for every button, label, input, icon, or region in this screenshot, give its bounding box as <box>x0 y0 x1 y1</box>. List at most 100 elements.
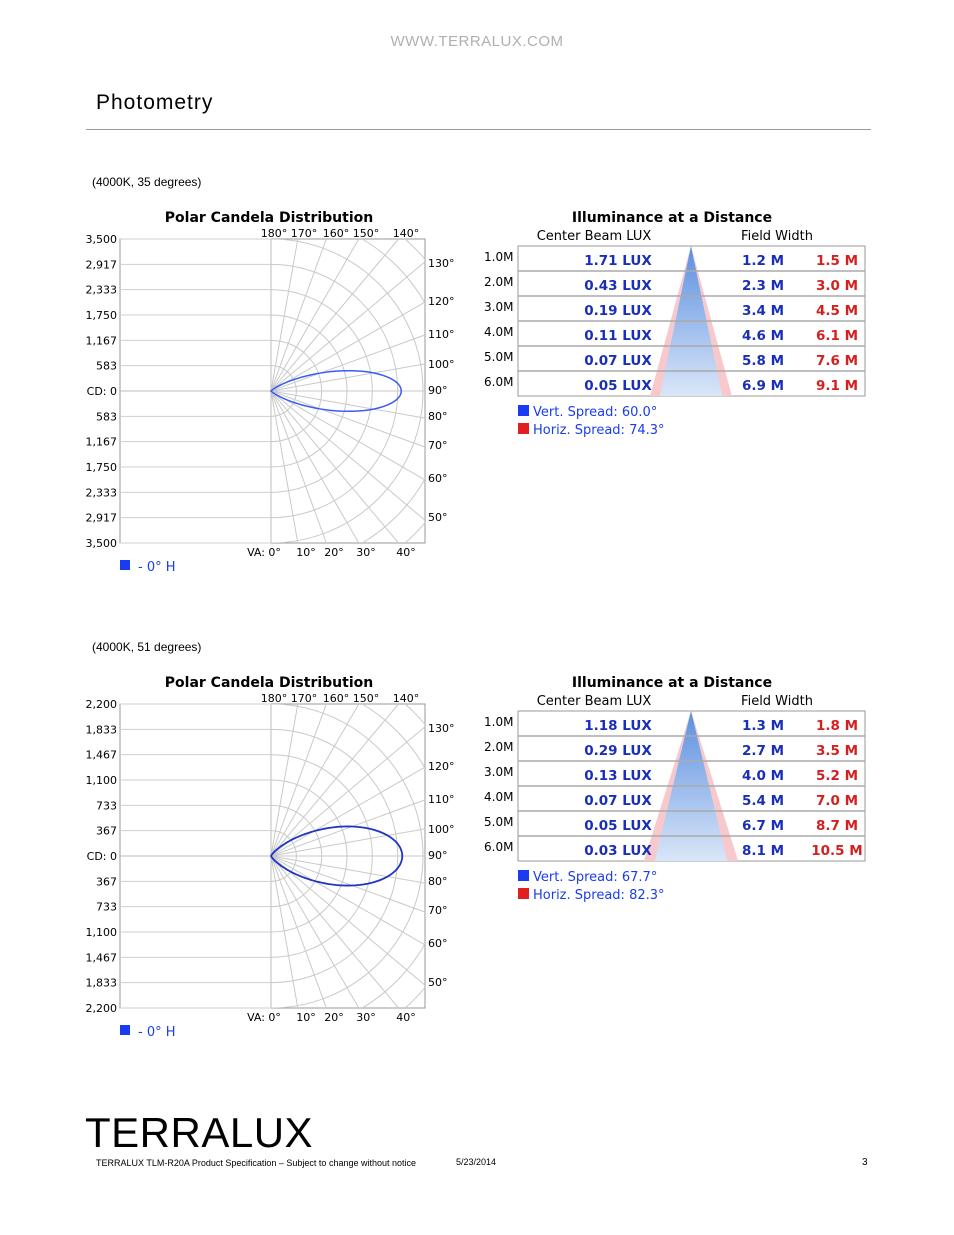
angle-spoke <box>271 828 425 857</box>
distance-label: 6.0M <box>484 840 513 854</box>
angle-tick-label: 180° <box>261 692 288 705</box>
angle-spoke <box>271 301 425 392</box>
illuminance-chart: Illuminance at a Distance Center Beam LU… <box>484 210 866 438</box>
distance-label: 5.0M <box>484 815 513 829</box>
center-beam-lux: 0.19 LUX <box>584 303 652 319</box>
center-beam-lux: 0.07 LUX <box>584 793 652 809</box>
candela-tick-label: 583 <box>96 360 117 373</box>
angle-spoke <box>271 855 425 946</box>
terralux-logo: TERRALUX <box>85 1109 314 1156</box>
center-beam-lux: 0.07 LUX <box>584 353 652 369</box>
footer-date: 5/23/2014 <box>456 1157 497 1167</box>
angle-spoke <box>271 390 425 419</box>
horizontal-field-width: 1.8 M <box>816 718 858 734</box>
angle-spoke <box>271 390 400 543</box>
angle-spoke <box>271 390 425 448</box>
center-beam-lux: 0.13 LUX <box>584 768 652 784</box>
candela-tick-label: 1,167 <box>86 436 118 449</box>
title-divider <box>86 129 871 130</box>
horizontal-field-width: 7.6 M <box>816 353 858 369</box>
angle-tick-label: 80° <box>428 875 448 888</box>
angle-spoke <box>271 704 360 857</box>
distance-label: 1.0M <box>484 250 513 264</box>
page-number: 3 <box>862 1157 868 1168</box>
distance-label: 4.0M <box>484 790 513 804</box>
horiz-spread-swatch <box>518 888 529 899</box>
horizontal-field-width: 3.5 M <box>816 743 858 759</box>
angle-tick-label: 90° <box>428 849 448 862</box>
legend-label: - 0° H <box>138 560 176 575</box>
polar-chart-title: Polar Candela Distribution <box>165 210 373 226</box>
angle-spoke <box>271 390 299 543</box>
candela-tick-label: 2,917 <box>86 258 118 271</box>
distance-label: 4.0M <box>484 325 513 339</box>
angle-spoke <box>271 855 425 913</box>
angle-spoke <box>271 239 360 392</box>
figure-caption: (4000K, 35 degrees) <box>92 175 202 189</box>
center-beam-lux: 0.03 LUX <box>584 843 652 859</box>
horiz-spread-label: Horiz. Spread: 74.3° <box>533 423 665 438</box>
center-beam-header: Center Beam LUX <box>537 229 652 244</box>
angle-spoke <box>271 261 425 392</box>
vertical-field-width: 6.9 M <box>742 378 784 394</box>
angle-tick-label: 160° <box>323 692 350 705</box>
angle-spoke <box>271 704 299 857</box>
angle-tick-label: 120° <box>428 760 455 773</box>
angle-spoke <box>271 704 327 857</box>
vert-spread-label: Vert. Spread: 67.7° <box>533 870 657 885</box>
vertical-field-width: 5.4 M <box>742 793 784 809</box>
candela-curve <box>270 825 404 887</box>
angle-tick-label: 130° <box>428 257 455 270</box>
angle-tick-label: 110° <box>428 793 455 806</box>
distance-label: 6.0M <box>484 375 513 389</box>
angle-tick-label: 50° <box>428 976 448 989</box>
distance-label: 2.0M <box>484 740 513 754</box>
field-width-header: Field Width <box>741 229 813 244</box>
vertical-field-width: 5.8 M <box>742 353 784 369</box>
angle-spoke <box>271 390 425 481</box>
polar-candela-chart: Polar Candela Distribution 3,500 2,917 2,3… <box>86 210 455 575</box>
angle-tick-label: 20° <box>324 1011 344 1024</box>
angle-tick-label: 40° <box>396 1011 416 1024</box>
angle-tick-label: 60° <box>428 472 448 485</box>
polar-candela-chart: Polar Candela Distribution 2,200 1,833 1,4… <box>86 675 455 1040</box>
vertical-field-width: 2.7 M <box>742 743 784 759</box>
center-beam-lux: 0.29 LUX <box>584 743 652 759</box>
angle-tick-label: 150° <box>353 692 380 705</box>
angle-tick-label: 10° <box>296 546 316 559</box>
legend-label: - 0° H <box>138 1025 176 1040</box>
angle-tick-label: 100° <box>428 823 455 836</box>
vert-spread-label: Vert. Spread: 60.0° <box>533 405 657 420</box>
angle-tick-label: VA: 0° <box>247 546 281 559</box>
distance-label: 2.0M <box>484 275 513 289</box>
candela-tick-label: 1,833 <box>86 977 118 990</box>
angle-tick-label: VA: 0° <box>247 1011 281 1024</box>
angle-spoke <box>271 855 299 1008</box>
polar-chart-title: Polar Candela Distribution <box>165 675 373 691</box>
angle-spoke <box>271 855 327 1008</box>
candela-tick-label: 367 <box>96 825 117 838</box>
legend-swatch <box>120 1025 130 1035</box>
angle-spoke <box>271 334 425 392</box>
bottom-angle-labels: VA: 0° 10° 20° 30° 40° <box>247 1011 416 1024</box>
angle-spoke <box>271 799 425 857</box>
candela-tick-label: 1,467 <box>86 749 118 762</box>
angle-tick-label: 130° <box>428 722 455 735</box>
candela-tick-label: 1,100 <box>86 926 118 939</box>
angle-spoke <box>271 855 400 1008</box>
angle-spoke <box>271 390 360 543</box>
legend-swatch <box>120 560 130 570</box>
horizontal-field-width: 4.5 M <box>816 303 858 319</box>
vertical-field-width: 4.0 M <box>742 768 784 784</box>
candela-tick-label: 1,833 <box>86 723 118 736</box>
figure-caption: (4000K, 51 degrees) <box>92 640 202 654</box>
polar-grid <box>271 239 425 543</box>
angle-spoke <box>271 855 425 986</box>
vertical-field-width: 1.3 M <box>742 718 784 734</box>
vert-spread-swatch <box>518 870 529 881</box>
vertical-field-width: 8.1 M <box>742 843 784 859</box>
horizontal-field-width: 10.5 M <box>811 843 862 859</box>
angle-tick-label: 70° <box>428 439 448 452</box>
angle-spoke <box>271 855 360 1008</box>
vert-spread-swatch <box>518 405 529 416</box>
